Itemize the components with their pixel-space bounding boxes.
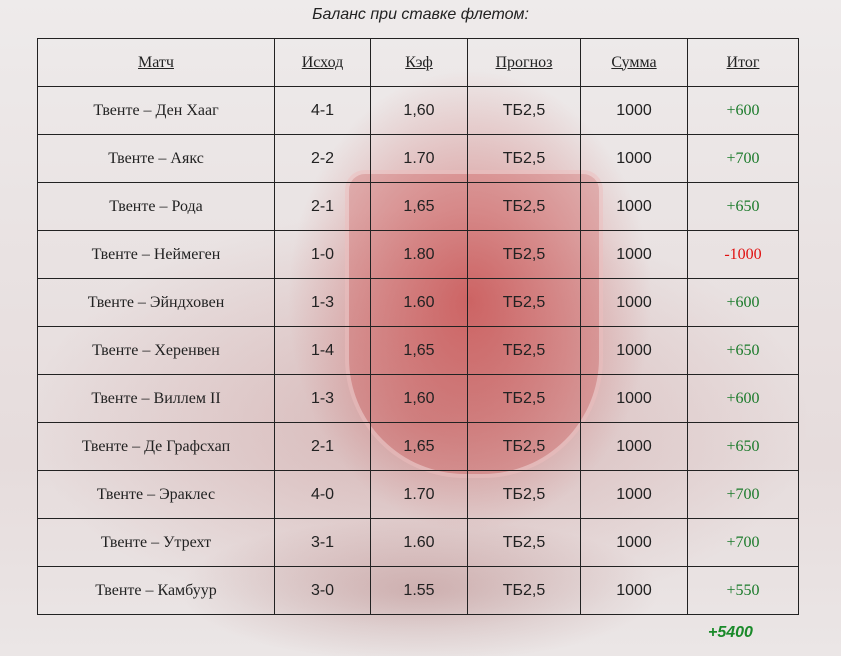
match-cell: Твенте – Херенвен — [37, 326, 275, 375]
match-cell: Твенте – Аякс — [37, 134, 275, 183]
column-header-result: Итог — [687, 38, 799, 87]
result-cell: +600 — [687, 86, 799, 135]
sum-cell: 1000 — [580, 374, 688, 423]
forecast-cell: ТБ2,5 — [467, 374, 581, 423]
table-title: Баланс при ставке флетом: — [312, 6, 529, 23]
table-row: Твенте – Эраклес 4-0 1.70 ТБ2,5 1000 +700 — [37, 470, 799, 519]
sum-cell: 1000 — [580, 566, 688, 615]
match-cell: Твенте – Утрехт — [37, 518, 275, 567]
forecast-cell: ТБ2,5 — [467, 230, 581, 279]
score-cell: 3-1 — [274, 518, 371, 567]
table-row: Твенте – Виллем II 1-3 1,60 ТБ2,5 1000 +600 — [37, 374, 799, 423]
score-cell: 2-2 — [274, 134, 371, 183]
result-cell: +550 — [687, 566, 799, 615]
sum-cell: 1000 — [580, 230, 688, 279]
match-cell: Твенте – Эраклес — [37, 470, 275, 519]
table-row: Твенте – Ден Хааг 4-1 1,60 ТБ2,5 1000 +600 — [37, 86, 799, 135]
forecast-cell: ТБ2,5 — [467, 134, 581, 183]
match-cell: Твенте – Неймеген — [37, 230, 275, 279]
sum-cell: 1000 — [580, 470, 688, 519]
coef-cell: 1,60 — [370, 86, 468, 135]
coef-cell: 1.55 — [370, 566, 468, 615]
result-cell: +650 — [687, 182, 799, 231]
match-cell: Твенте – Виллем II — [37, 374, 275, 423]
coef-cell: 1,60 — [370, 374, 468, 423]
coef-cell: 1.70 — [370, 134, 468, 183]
forecast-cell: ТБ2,5 — [467, 566, 581, 615]
forecast-cell: ТБ2,5 — [467, 326, 581, 375]
sum-cell: 1000 — [580, 134, 688, 183]
result-cell: +600 — [687, 374, 799, 423]
sum-cell: 1000 — [580, 278, 688, 327]
table-row: Твенте – Аякс 2-2 1.70 ТБ2,5 1000 +700 — [37, 134, 799, 183]
bets-table: Матч Исход Кэф Прогноз Сумма Итог Твенте… — [37, 38, 799, 615]
match-cell: Твенте – Де Графсхап — [37, 422, 275, 471]
result-cell: +650 — [687, 422, 799, 471]
result-cell: +700 — [687, 518, 799, 567]
forecast-cell: ТБ2,5 — [467, 182, 581, 231]
sum-cell: 1000 — [580, 326, 688, 375]
coef-cell: 1.60 — [370, 278, 468, 327]
sum-cell: 1000 — [580, 86, 688, 135]
forecast-cell: ТБ2,5 — [467, 278, 581, 327]
coef-cell: 1.80 — [370, 230, 468, 279]
coef-cell: 1.70 — [370, 470, 468, 519]
result-cell: +650 — [687, 326, 799, 375]
header-row: Матч Исход Кэф Прогноз Сумма Итог — [37, 38, 799, 87]
match-cell: Твенте – Эйндховен — [37, 278, 275, 327]
total-balance: +5400 — [708, 624, 753, 641]
score-cell: 1-4 — [274, 326, 371, 375]
table-row: Твенте – Де Графсхап 2-1 1,65 ТБ2,5 1000 +650 — [37, 422, 799, 471]
sum-cell: 1000 — [580, 422, 688, 471]
coef-cell: 1,65 — [370, 182, 468, 231]
column-header-sum: Сумма — [580, 38, 688, 87]
column-header-forecast: Прогноз — [467, 38, 581, 87]
sum-cell: 1000 — [580, 518, 688, 567]
column-header-match: Матч — [37, 38, 275, 87]
score-cell: 3-0 — [274, 566, 371, 615]
forecast-cell: ТБ2,5 — [467, 470, 581, 519]
result-cell: +700 — [687, 470, 799, 519]
match-cell: Твенте – Камбуур — [37, 566, 275, 615]
forecast-cell: ТБ2,5 — [467, 518, 581, 567]
forecast-cell: ТБ2,5 — [467, 86, 581, 135]
score-cell: 1-3 — [274, 374, 371, 423]
sum-cell: 1000 — [580, 182, 688, 231]
result-cell: +600 — [687, 278, 799, 327]
column-header-score: Исход — [274, 38, 371, 87]
match-cell: Твенте – Ден Хааг — [37, 86, 275, 135]
score-cell: 1-0 — [274, 230, 371, 279]
table-row: Твенте – Камбуур 3-0 1.55 ТБ2,5 1000 +550 — [37, 566, 799, 615]
score-cell: 2-1 — [274, 422, 371, 471]
result-cell: +700 — [687, 134, 799, 183]
score-cell: 1-3 — [274, 278, 371, 327]
coef-cell: 1.60 — [370, 518, 468, 567]
forecast-cell: ТБ2,5 — [467, 422, 581, 471]
result-cell: -1000 — [687, 230, 799, 279]
score-cell: 4-1 — [274, 86, 371, 135]
coef-cell: 1,65 — [370, 422, 468, 471]
score-cell: 4-0 — [274, 470, 371, 519]
score-cell: 2-1 — [274, 182, 371, 231]
column-header-coef: Кэф — [370, 38, 468, 87]
table-row: Твенте – Утрехт 3-1 1.60 ТБ2,5 1000 +700 — [37, 518, 799, 567]
match-cell: Твенте – Рода — [37, 182, 275, 231]
table-row: Твенте – Херенвен 1-4 1,65 ТБ2,5 1000 +650 — [37, 326, 799, 375]
table-row: Твенте – Неймеген 1-0 1.80 ТБ2,5 1000 -1000 — [37, 230, 799, 279]
table-row: Твенте – Рода 2-1 1,65 ТБ2,5 1000 +650 — [37, 182, 799, 231]
table-row: Твенте – Эйндховен 1-3 1.60 ТБ2,5 1000 +600 — [37, 278, 799, 327]
coef-cell: 1,65 — [370, 326, 468, 375]
